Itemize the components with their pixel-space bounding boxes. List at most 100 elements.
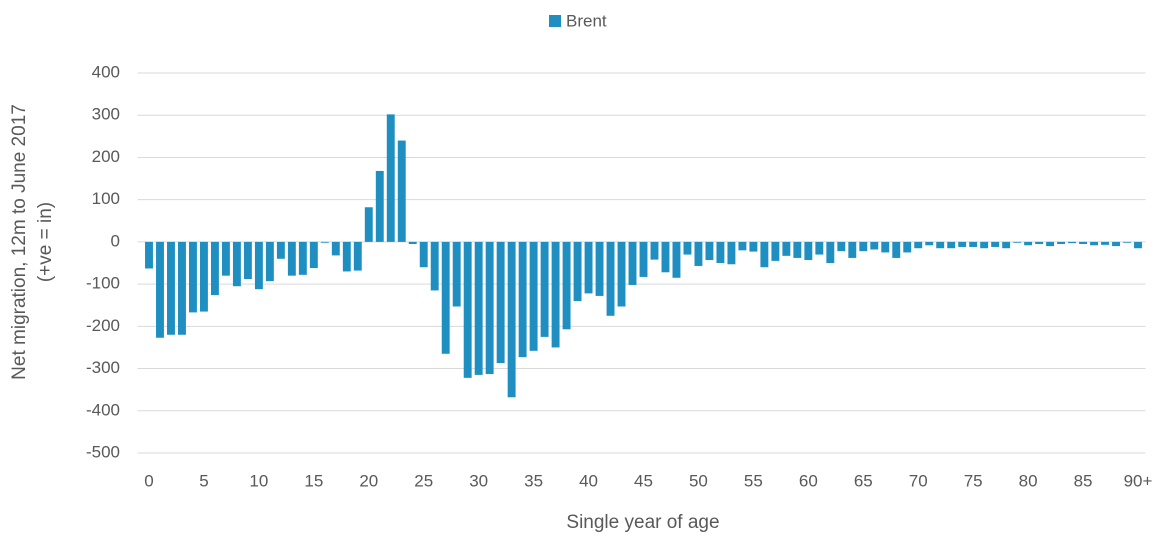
bar [320, 241, 329, 243]
bar [463, 241, 472, 378]
bar [595, 241, 604, 296]
x-axis-title: Single year of age [566, 512, 719, 533]
bar [727, 241, 736, 265]
y-tick-label: 400 [92, 62, 120, 81]
bar [518, 241, 527, 358]
bar [1134, 241, 1142, 249]
bar [1057, 241, 1066, 244]
bar [529, 241, 538, 351]
x-tick-label: 0 [144, 471, 153, 490]
bar [947, 241, 956, 249]
bar [815, 241, 824, 255]
y-axis-title: Net migration, 12m to June 2017 [9, 104, 30, 380]
bar [1068, 241, 1077, 244]
bar [1035, 241, 1044, 244]
bar [870, 241, 879, 250]
bar [265, 241, 274, 282]
bar [199, 241, 208, 312]
bar [661, 241, 670, 273]
bar [1002, 241, 1011, 249]
bar [540, 241, 549, 337]
bar [793, 241, 802, 258]
bar [430, 241, 439, 291]
bar [903, 241, 912, 253]
bar [936, 241, 945, 249]
bar [1112, 241, 1120, 247]
bar [991, 241, 1000, 247]
bar [496, 241, 505, 364]
bar [441, 241, 450, 354]
bar [309, 241, 318, 269]
bar [397, 140, 406, 242]
bar [1079, 241, 1088, 244]
bar [1024, 241, 1033, 246]
x-tick-label: 40 [579, 471, 598, 490]
bar [298, 241, 307, 275]
bar [1123, 241, 1131, 243]
bar [178, 241, 186, 335]
bar [650, 241, 659, 260]
bar [771, 241, 780, 261]
x-tick-label: 65 [854, 471, 873, 490]
bar [353, 241, 362, 271]
y-tick-label: 300 [92, 105, 120, 124]
bar [243, 241, 252, 280]
bar [881, 241, 890, 253]
bar [452, 241, 461, 307]
bar [848, 241, 857, 258]
y-tick-label: 0 [111, 231, 120, 250]
bar [254, 241, 263, 290]
bar [837, 241, 846, 252]
bar [210, 241, 219, 296]
y-axis-title: (+ve = in) [35, 202, 56, 282]
bar [892, 241, 901, 258]
bar [145, 241, 153, 269]
bar [716, 241, 725, 263]
bar [1090, 241, 1099, 246]
bar [1013, 241, 1022, 243]
bar [375, 170, 384, 242]
bar [167, 241, 175, 335]
bar [551, 241, 560, 348]
bar [408, 241, 417, 244]
bar [221, 241, 230, 276]
x-tick-label: 25 [414, 471, 433, 490]
legend-label: Brent [566, 11, 607, 30]
x-tick-label: 90+ [1124, 471, 1153, 490]
bar [617, 241, 626, 307]
bar [331, 241, 340, 256]
bar [925, 241, 934, 246]
bar [419, 241, 428, 268]
bar [760, 241, 769, 268]
bar [683, 241, 692, 255]
x-tick-label: 50 [689, 471, 708, 490]
bar [584, 241, 593, 294]
bar [914, 241, 923, 249]
y-tick-label: 100 [92, 189, 120, 208]
bar [749, 241, 758, 252]
bar [364, 207, 373, 242]
x-tick-label: 10 [249, 471, 268, 490]
y-tick-label: -500 [86, 442, 120, 461]
y-tick-label: 200 [92, 147, 120, 166]
bar [782, 241, 791, 256]
bar [573, 241, 582, 301]
x-tick-label: 85 [1074, 471, 1093, 490]
x-tick-label: 20 [359, 471, 378, 490]
x-tick-label: 30 [469, 471, 488, 490]
bar [705, 241, 714, 261]
x-tick-label: 45 [634, 471, 653, 490]
y-tick-label: -100 [86, 274, 120, 293]
bar [639, 241, 648, 277]
bar [969, 241, 978, 247]
x-tick-label: 60 [799, 471, 818, 490]
bar [859, 241, 868, 252]
legend-swatch [549, 15, 561, 27]
x-tick-label: 80 [1019, 471, 1038, 490]
bar [507, 241, 516, 398]
bar [672, 241, 681, 278]
bar [485, 241, 494, 375]
bar [156, 241, 164, 338]
x-tick-label: 5 [199, 471, 208, 490]
